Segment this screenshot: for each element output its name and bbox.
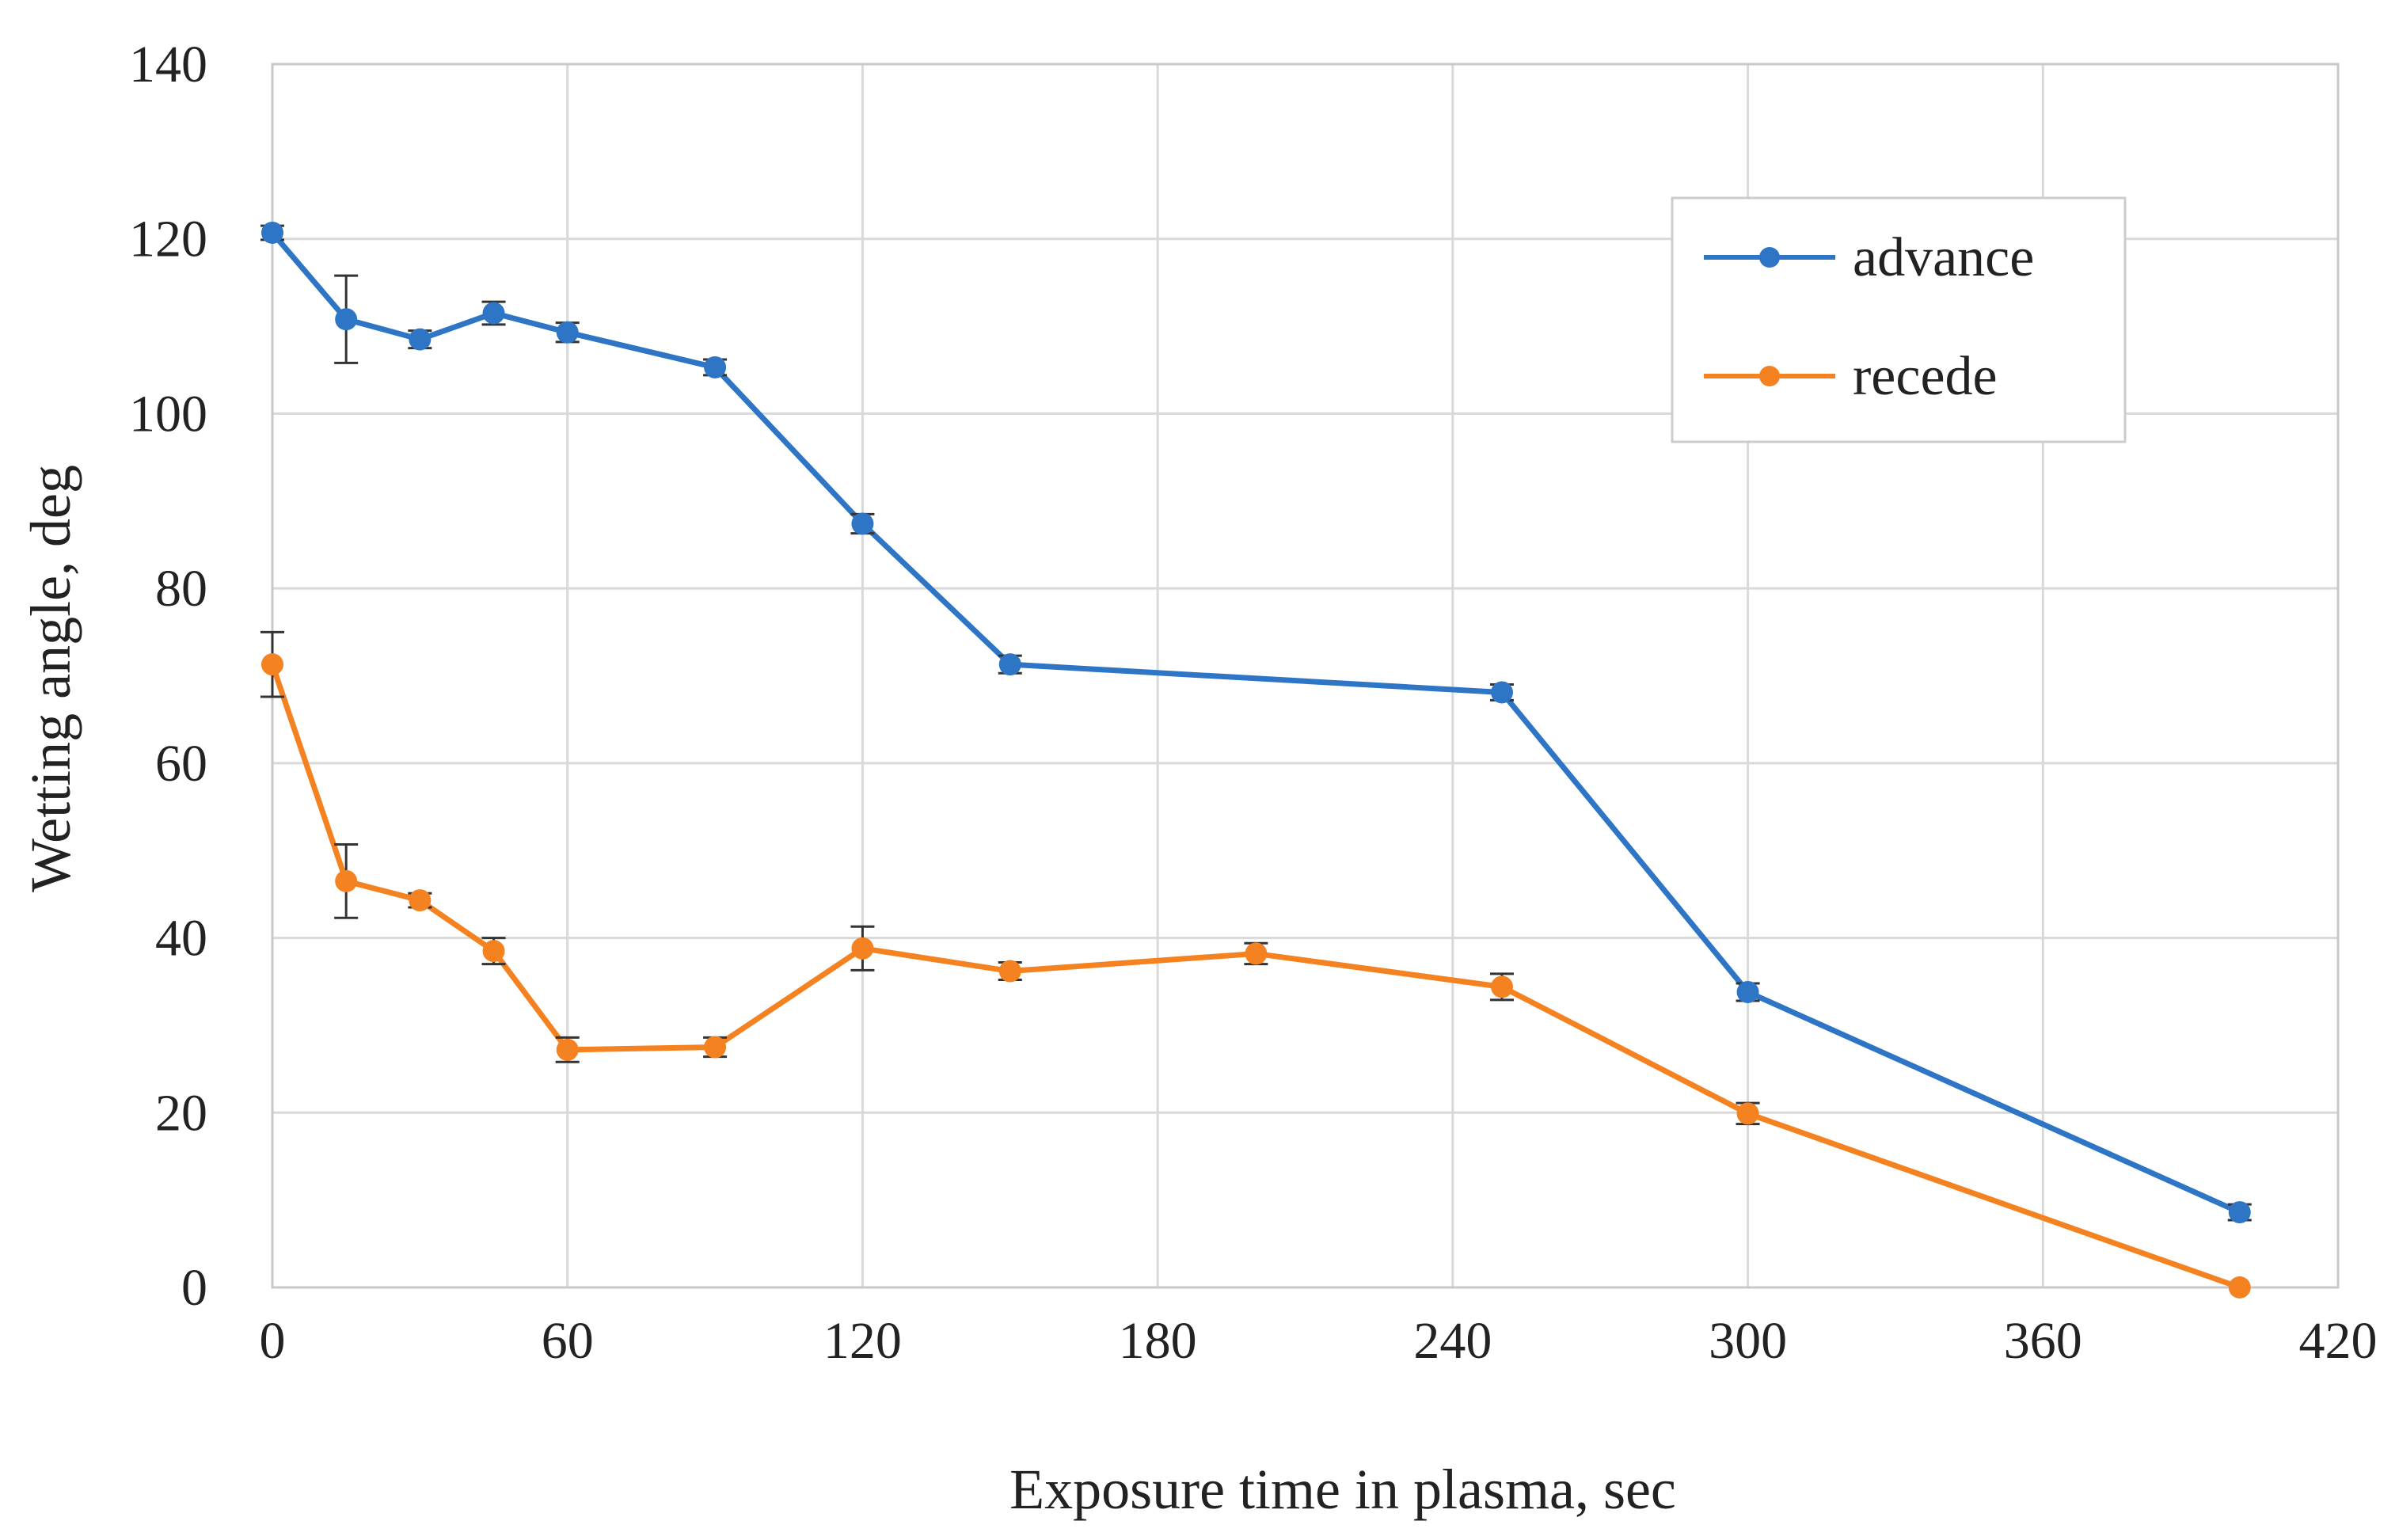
y-tick-label: 140: [129, 36, 207, 93]
data-point: [851, 512, 874, 535]
data-point: [1490, 975, 1513, 998]
series-layer: [260, 221, 2252, 1299]
data-point: [261, 653, 283, 676]
y-tick-label: 0: [181, 1259, 207, 1317]
series-line-recede: [269, 664, 2241, 1291]
legend-swatch-advance-marker: [1759, 247, 1780, 268]
data-point: [2228, 1201, 2251, 1224]
y-tick-label: 100: [129, 385, 207, 443]
y-tick-label: 60: [155, 735, 207, 793]
y-tick-label: 120: [129, 211, 207, 268]
data-point: [1736, 1102, 1759, 1125]
y-tick-label: 40: [155, 910, 207, 968]
data-point: [1490, 681, 1513, 704]
data-point: [1245, 942, 1268, 965]
data-point: [482, 940, 505, 963]
data-point: [556, 321, 579, 344]
x-tick-label: 420: [2299, 1312, 2378, 1370]
data-point: [998, 960, 1021, 983]
x-axis-tick-labels: 0 60 120 180 240 300 360 420: [260, 1312, 2378, 1370]
grid-lines: [271, 63, 2340, 1289]
y-tick-label: 20: [155, 1084, 207, 1142]
data-point: [704, 356, 727, 378]
data-point: [2228, 1276, 2251, 1299]
x-tick-label: 360: [2004, 1312, 2082, 1370]
legend-swatch-recede-marker: [1759, 366, 1780, 386]
data-point: [409, 889, 432, 912]
data-point: [409, 328, 432, 351]
legend-label-advance: advance: [1853, 227, 2034, 288]
series-recede: [260, 630, 2251, 1299]
x-tick-label: 60: [542, 1312, 594, 1370]
y-axis-tick-labels: 0 20 40 60 80 100 120 140: [129, 36, 207, 1317]
x-tick-label: 300: [1709, 1312, 1787, 1370]
x-tick-label: 0: [260, 1312, 286, 1370]
data-point: [851, 937, 874, 960]
data-point: [482, 302, 505, 325]
series-advance: [260, 221, 2252, 1224]
x-tick-label: 120: [823, 1312, 902, 1370]
y-axis-title: Wetting angle, deg: [19, 465, 82, 892]
x-tick-label: 180: [1119, 1312, 1197, 1370]
data-point: [335, 869, 358, 892]
y-tick-label: 80: [155, 560, 207, 618]
x-tick-label: 240: [1413, 1312, 1492, 1370]
legend: advance recede: [1671, 196, 2127, 443]
data-point: [1736, 980, 1759, 1003]
x-axis-title: Exposure time in plasma, sec: [1009, 1458, 1676, 1521]
data-point: [335, 308, 358, 331]
data-point: [998, 653, 1021, 676]
legend-label-recede: recede: [1853, 346, 1998, 407]
data-point: [704, 1036, 727, 1059]
legend-box: [1671, 196, 2127, 443]
data-point: [261, 221, 283, 244]
data-point: [556, 1038, 579, 1061]
